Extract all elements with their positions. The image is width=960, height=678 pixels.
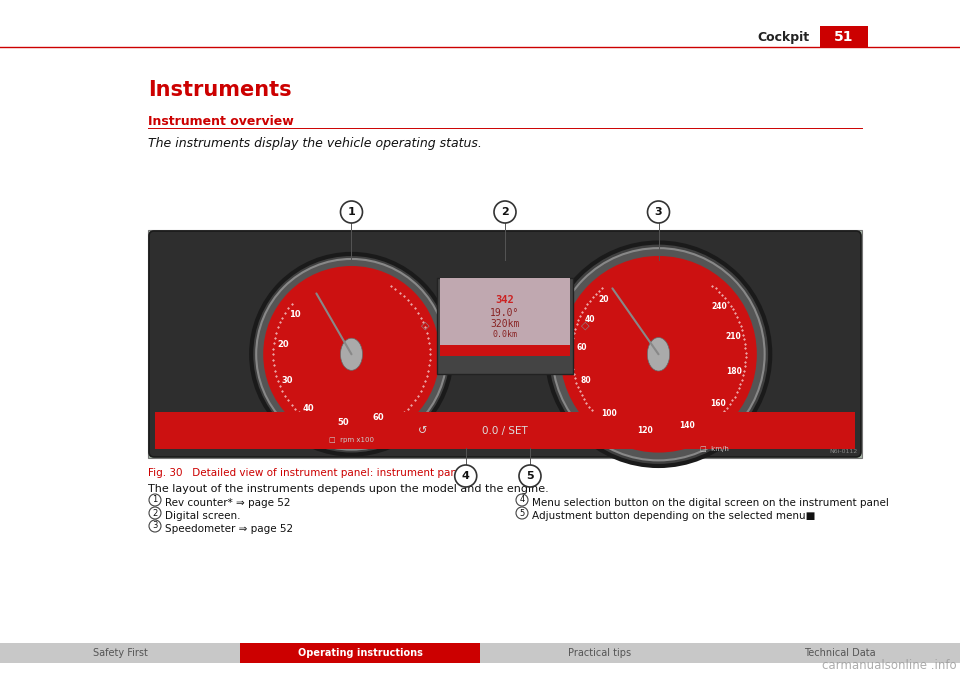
Text: Cockpit: Cockpit (757, 31, 810, 45)
Text: 4: 4 (519, 496, 524, 504)
Text: □  km/h: □ km/h (700, 446, 729, 452)
Circle shape (552, 248, 765, 460)
Bar (148, 230, 862, 458)
Text: 20: 20 (277, 340, 289, 349)
Text: N6i-0112: N6i-0112 (829, 449, 858, 454)
Text: 51: 51 (834, 30, 853, 44)
Ellipse shape (341, 338, 363, 370)
Circle shape (561, 256, 756, 453)
Circle shape (547, 243, 770, 466)
Text: Safety First: Safety First (92, 648, 148, 658)
Text: Speedometer ⇒ page 52: Speedometer ⇒ page 52 (165, 524, 293, 534)
Bar (480, 643, 720, 663)
Text: 210: 210 (726, 332, 741, 342)
Text: 160: 160 (709, 399, 726, 408)
Bar (441, 278, 570, 357)
Circle shape (647, 201, 669, 223)
Text: carmanualsonline .info: carmanualsonline .info (823, 659, 957, 672)
Text: 240: 240 (711, 302, 727, 311)
Text: 30: 30 (281, 376, 293, 384)
Text: Adjustment button depending on the selected menu■: Adjustment button depending on the selec… (532, 511, 815, 521)
Text: 40: 40 (303, 404, 315, 414)
Text: 0.0km: 0.0km (492, 330, 517, 340)
Text: The layout of the instruments depends upon the model and the engine.: The layout of the instruments depends up… (148, 484, 549, 494)
Bar (720, 643, 960, 663)
Text: Menu selection button on the digital screen on the instrument panel: Menu selection button on the digital scr… (532, 498, 889, 508)
Bar (820, 26, 868, 48)
Text: 20: 20 (599, 295, 610, 304)
Bar (437, 278, 573, 374)
Circle shape (516, 507, 528, 519)
Text: 120: 120 (637, 426, 653, 435)
Text: Instrument overview: Instrument overview (148, 115, 294, 128)
Text: 1: 1 (348, 207, 355, 217)
Text: 1: 1 (153, 496, 157, 504)
Circle shape (252, 254, 452, 454)
Circle shape (149, 520, 161, 532)
Circle shape (455, 465, 477, 487)
Text: 3: 3 (655, 207, 662, 217)
Text: 180: 180 (726, 367, 741, 376)
Circle shape (256, 259, 446, 450)
Ellipse shape (647, 338, 670, 371)
Text: □  rpm x100: □ rpm x100 (329, 437, 374, 443)
Text: ◇: ◇ (420, 321, 429, 331)
Text: 5: 5 (526, 471, 534, 481)
Circle shape (341, 201, 363, 223)
Text: Operating instructions: Operating instructions (298, 648, 422, 658)
Circle shape (516, 494, 528, 506)
Text: 5: 5 (519, 508, 524, 517)
Text: 4: 4 (462, 471, 469, 481)
Text: 2: 2 (153, 508, 157, 517)
Text: 320km: 320km (491, 319, 519, 330)
Text: The instruments display the vehicle operating status.: The instruments display the vehicle oper… (148, 137, 482, 150)
Text: ◇: ◇ (581, 321, 589, 331)
Text: 60: 60 (576, 343, 587, 352)
Text: 342: 342 (495, 295, 515, 305)
Text: 10: 10 (289, 310, 300, 319)
Text: 19.0°: 19.0° (491, 308, 519, 318)
Text: 80: 80 (581, 376, 591, 385)
Text: 2: 2 (501, 207, 509, 217)
Text: 100: 100 (601, 409, 617, 418)
Text: 50: 50 (337, 418, 348, 427)
Text: Instruments: Instruments (148, 80, 292, 100)
Bar (0, 643, 240, 663)
Text: Fig. 30   Detailed view of instrument panel: instrument panel: Fig. 30 Detailed view of instrument pane… (148, 468, 467, 478)
Text: 140: 140 (680, 421, 695, 431)
Text: Practical tips: Practical tips (568, 648, 632, 658)
Bar (155, 412, 855, 449)
FancyBboxPatch shape (149, 231, 861, 457)
Text: ↺: ↺ (418, 426, 427, 436)
Text: 60: 60 (372, 414, 384, 422)
Circle shape (149, 507, 161, 519)
Text: Technical Data: Technical Data (804, 648, 876, 658)
Text: 40: 40 (585, 315, 595, 324)
Text: 3: 3 (153, 521, 157, 530)
Text: Digital screen.: Digital screen. (165, 511, 241, 521)
Bar (441, 344, 570, 357)
Circle shape (519, 465, 541, 487)
Circle shape (494, 201, 516, 223)
Circle shape (149, 494, 161, 506)
Text: 0.0 / SET: 0.0 / SET (482, 426, 528, 436)
Circle shape (263, 266, 440, 443)
Bar (240, 643, 480, 663)
Text: Rev counter* ⇒ page 52: Rev counter* ⇒ page 52 (165, 498, 291, 508)
